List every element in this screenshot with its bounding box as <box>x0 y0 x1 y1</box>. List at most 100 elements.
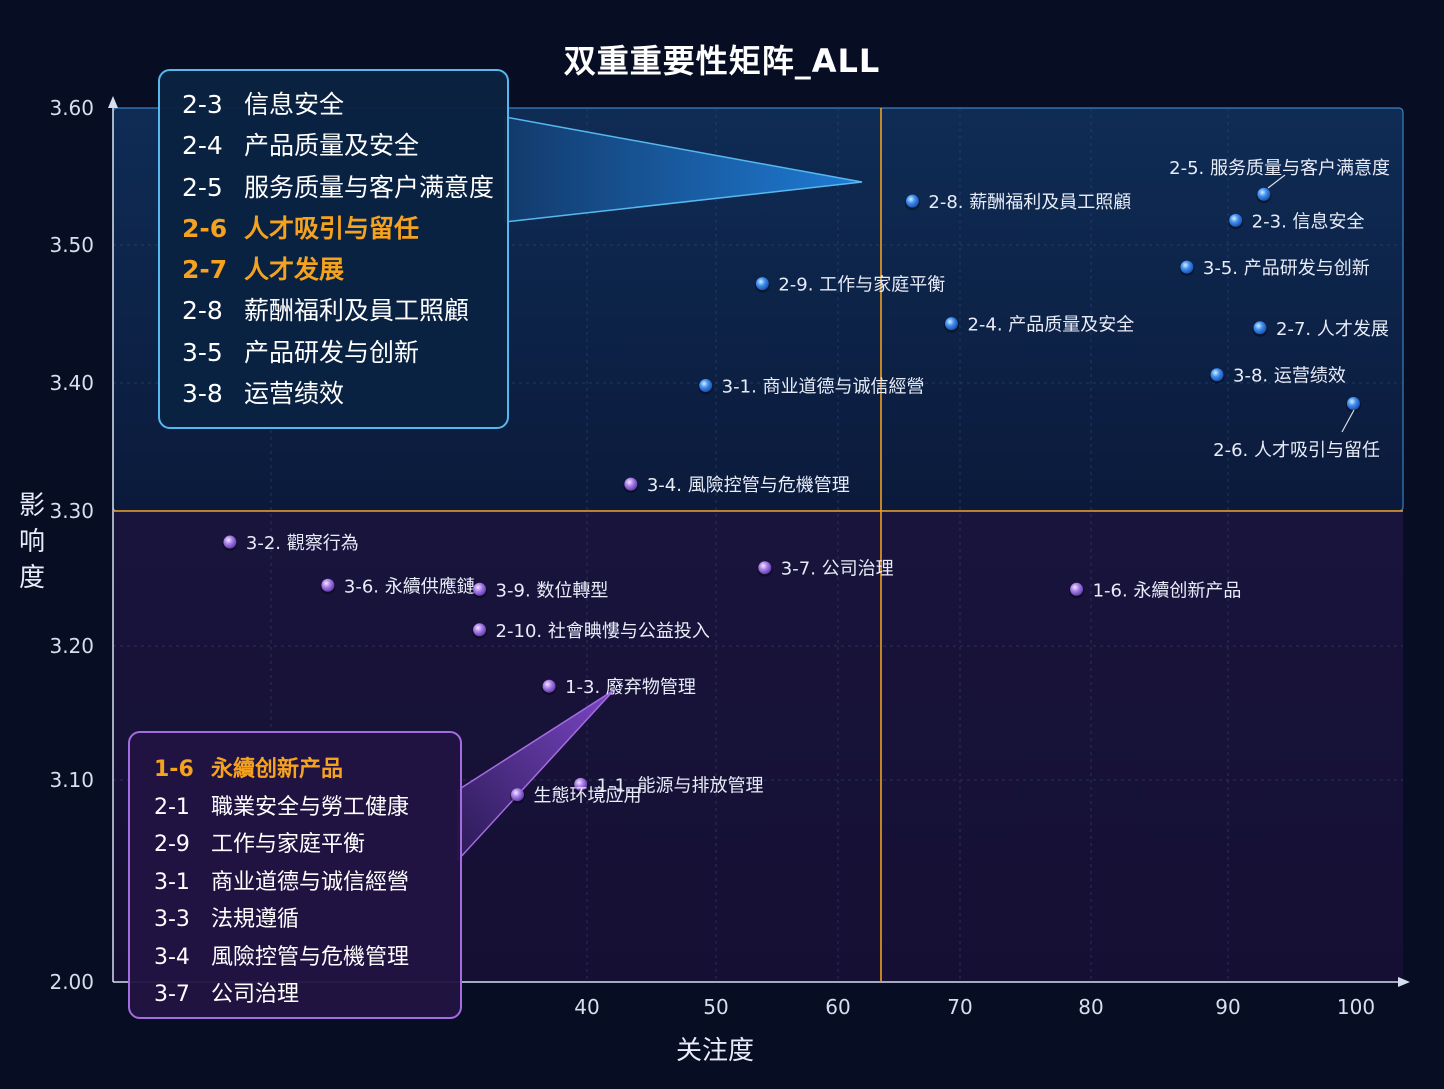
callout-item: 3-7 公司治理 <box>154 980 460 1018</box>
data-point[interactable]: 3-8. 运营绩效 <box>1209 366 1346 387</box>
label-leader-line <box>1341 409 1355 433</box>
point-label: 1-3. 廢弃物管理 <box>565 677 696 698</box>
data-point[interactable]: 3-7. 公司治理 <box>757 559 894 580</box>
point-marker[interactable] <box>1229 213 1243 227</box>
y-axis-arrow <box>108 96 118 108</box>
point-label: 3-6. 永續供應鏈 <box>344 575 475 597</box>
x-tick-label: 50 <box>703 995 728 1019</box>
data-point[interactable]: 2-8. 薪酬福利及員工照顧 <box>904 192 1131 213</box>
point-marker[interactable] <box>473 623 487 637</box>
point-marker[interactable] <box>1253 321 1267 335</box>
point-label: 3-2. 觀察行為 <box>246 533 359 554</box>
data-point[interactable]: 3-6. 永續供應鏈 <box>320 575 475 597</box>
point-label: 2-3. 信息安全 <box>1252 211 1365 232</box>
data-point[interactable]: 3-1. 商业道德与诚信經營 <box>698 377 925 398</box>
point-marker[interactable] <box>542 679 556 693</box>
point-label: 2-4. 产品质量及安全 <box>967 315 1134 336</box>
callout-item-label: 产品质量及安全 <box>244 131 420 161</box>
callout-item-label: 工作与家庭平衡 <box>211 832 366 857</box>
point-marker[interactable] <box>1257 187 1271 201</box>
y-tick-label: 3.60 <box>49 96 94 120</box>
point-label: 1-6. 永續创新产品 <box>1093 580 1242 601</box>
point-marker[interactable] <box>758 561 772 575</box>
data-point[interactable]: 3-2. 觀察行為 <box>222 533 359 554</box>
point-marker[interactable] <box>510 788 524 802</box>
callout-item-code: 2-9 <box>154 832 190 857</box>
callout-item-code: 3-4 <box>154 944 190 970</box>
y-tick-label: 3.50 <box>49 233 94 257</box>
data-point[interactable]: 3-5. 产品研发与创新 <box>1179 258 1370 279</box>
data-point[interactable]: 2-7. 人才发展 <box>1252 319 1389 340</box>
x-axis-label: 关注度 <box>675 1036 754 1066</box>
y-tick-label: 2.00 <box>49 970 94 994</box>
callout-item-code: 2-7 <box>182 255 228 285</box>
data-point[interactable]: 3-9. 数位轉型 <box>472 580 608 601</box>
callout-item: 3-3 法規遵循 <box>154 905 460 943</box>
point-marker[interactable] <box>1180 260 1194 274</box>
point-marker[interactable] <box>905 194 919 208</box>
y-tick-label: 3.20 <box>49 634 94 658</box>
data-point[interactable]: 1-3. 廢弃物管理 <box>541 677 696 698</box>
callout-item-label: 法規遵循 <box>211 907 300 932</box>
callout-item-code: 3-1 <box>154 869 190 895</box>
callout-item-label: 商业道德与诚信經營 <box>211 869 410 895</box>
point-label: 3-5. 产品研发与创新 <box>1203 258 1370 279</box>
callout-item: 1-6 永續创新产品 <box>154 755 460 793</box>
data-point[interactable]: 2-6. 人才吸引与留任 <box>1213 396 1380 461</box>
point-marker[interactable] <box>755 277 769 291</box>
x-tick-label: 90 <box>1215 995 1240 1019</box>
point-label: 2-10. 社會睓慺与公益投入 <box>496 621 710 642</box>
callout-item: 2-3 信息安全 <box>182 88 507 129</box>
point-marker[interactable] <box>699 379 713 393</box>
data-point[interactable]: 2-9. 工作与家庭平衡 <box>754 275 945 296</box>
y-tick-label: 3.40 <box>49 371 94 395</box>
data-point[interactable]: 1-1. 能源与排放管理 <box>573 775 764 796</box>
point-marker[interactable] <box>624 477 638 491</box>
point-label: 2-8. 薪酬福利及員工照顧 <box>928 192 1131 213</box>
callout-item: 2-1 職業安全与勞工健康 <box>154 793 460 831</box>
y-tick-label: 3.10 <box>49 768 94 792</box>
callout-bottom-list: 1-6 永續创新产品 2-1 職業安全与勞工健康 2-9 工作与家庭平衡 3-1 商业道德与诚… <box>128 731 462 1019</box>
y-tick-label: 3.30 <box>49 499 94 523</box>
data-point[interactable]: 2-5. 服务质量与客户满意度 <box>1169 158 1390 204</box>
point-marker[interactable] <box>1070 582 1084 596</box>
data-point[interactable]: 2-3. 信息安全 <box>1228 211 1365 232</box>
data-point[interactable]: 3-4. 風險控管与危機管理 <box>623 475 850 496</box>
callout-item-label: 永續创新产品 <box>211 757 344 782</box>
point-label: 3-7. 公司治理 <box>781 559 894 580</box>
data-point[interactable]: 2-10. 社會睓慺与公益投入 <box>472 621 710 642</box>
point-marker[interactable] <box>473 582 487 596</box>
callout-item: 3-1 商业道德与诚信經營 <box>154 868 460 906</box>
callout-item: 3-5 产品研发与创新 <box>182 336 507 377</box>
point-label: 3-8. 运营绩效 <box>1233 366 1346 387</box>
data-point[interactable]: 生態环境应用 <box>509 786 642 807</box>
point-label: 2-6. 人才吸引与留任 <box>1213 440 1380 461</box>
point-marker[interactable] <box>1210 368 1224 382</box>
callout-item: 3-4 風險控管与危機管理 <box>154 943 460 981</box>
callout-item-code: 2-6 <box>182 213 228 243</box>
point-marker[interactable] <box>574 777 588 791</box>
callout-item: 2-5 服务质量与客户满意度 <box>182 171 507 212</box>
point-label: 3-9. 数位轉型 <box>496 580 609 601</box>
callout-item-label: 薪酬福利及員工照顧 <box>244 296 470 326</box>
callout-item-code: 2-5 <box>182 172 223 202</box>
point-marker[interactable] <box>223 535 237 549</box>
callout-top-list: 2-3 信息安全 2-4 产品质量及安全 2-5 服务质量与客户满意度 2-6 人才吸引与留任… <box>158 69 509 429</box>
x-tick-label: 60 <box>825 995 850 1019</box>
point-marker[interactable] <box>1346 396 1360 410</box>
point-marker[interactable] <box>321 578 335 592</box>
y-axis-label: 影响度 <box>18 491 45 593</box>
callout-item-code: 2-8 <box>182 296 223 326</box>
point-marker[interactable] <box>944 317 958 331</box>
callout-item-label: 产品研发与创新 <box>244 337 420 367</box>
callout-item-label: 服务质量与客户满意度 <box>244 172 495 202</box>
callout-item-code: 2-3 <box>182 90 223 119</box>
callout-item: 2-4 产品质量及安全 <box>182 129 507 170</box>
callout-item-label: 信息安全 <box>244 90 345 119</box>
data-point[interactable]: 1-6. 永續创新产品 <box>1069 580 1241 601</box>
data-point[interactable]: 2-4. 产品质量及安全 <box>943 315 1134 336</box>
chart-title: 双重重要性矩阵_ALL <box>563 42 881 80</box>
x-axis-arrow <box>1398 977 1410 987</box>
point-label: 3-4. 風險控管与危機管理 <box>647 475 850 496</box>
callout-item-label: 風險控管与危機管理 <box>211 944 410 970</box>
